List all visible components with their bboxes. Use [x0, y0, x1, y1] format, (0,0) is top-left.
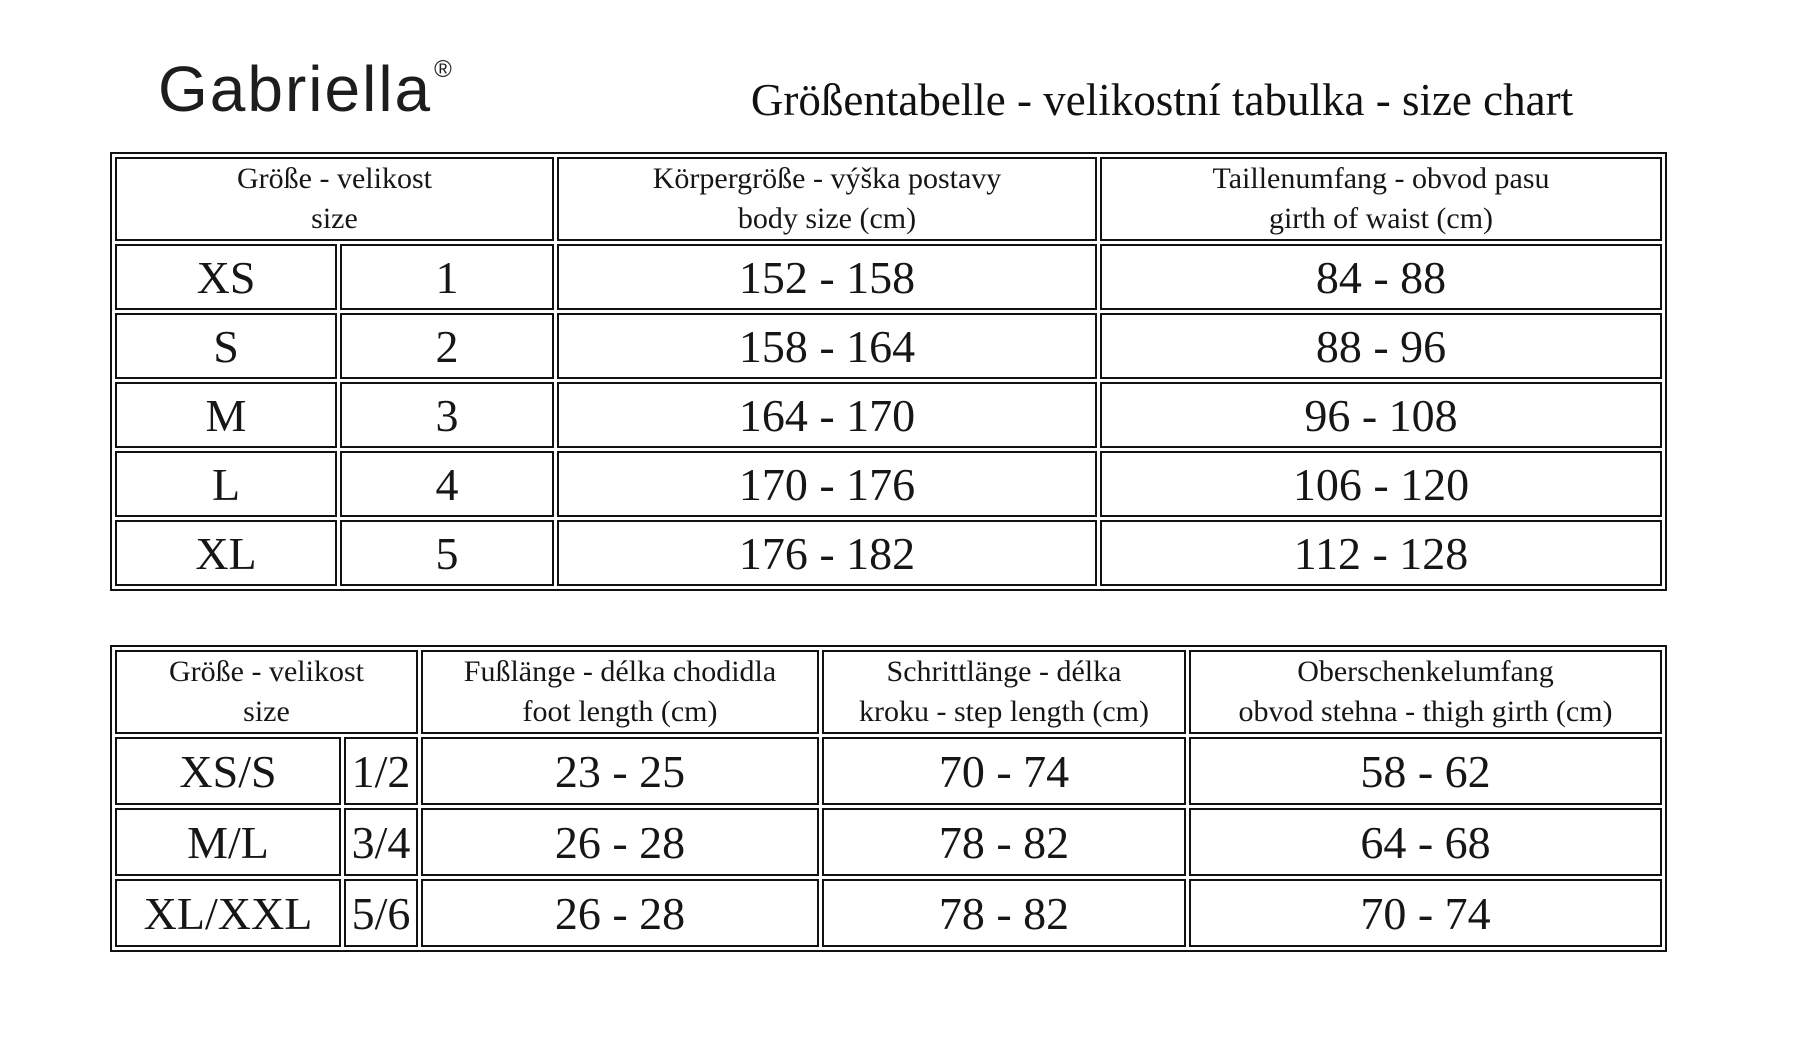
cell-size-label: XL/XXL: [115, 879, 341, 947]
cell-size-label: M: [115, 382, 337, 448]
brand-logo: Gabriella®: [158, 52, 452, 126]
table-row: XS/S 1/2 23 - 25 70 - 74 58 - 62: [115, 737, 1662, 805]
cell-step-length: 78 - 82: [822, 879, 1186, 947]
cell-size-number: 3/4: [344, 808, 418, 876]
table-header-row: Größe - velikost size Körpergröße - výšk…: [115, 157, 1662, 241]
page-title: Größentabelle - velikostní tabulka - siz…: [750, 75, 1574, 125]
cell-size-label: XL: [115, 520, 337, 586]
cell-size-label: XS: [115, 244, 337, 310]
brand-logo-text: Gabriella: [158, 53, 433, 125]
cell-foot-length: 26 - 28: [421, 808, 819, 876]
cell-foot-length: 23 - 25: [421, 737, 819, 805]
table-row: L 4 170 - 176 106 - 120: [115, 451, 1662, 517]
cell-body-size: 176 - 182: [557, 520, 1097, 586]
table-header-row: Größe - velikost size Fußlänge - délka c…: [115, 650, 1662, 734]
cell-step-length: 78 - 82: [822, 808, 1186, 876]
cell-body-size: 164 - 170: [557, 382, 1097, 448]
cell-size-number: 1: [340, 244, 554, 310]
table-row: XL 5 176 - 182 112 - 128: [115, 520, 1662, 586]
cell-thigh-girth: 58 - 62: [1189, 737, 1662, 805]
registered-trademark-icon: ®: [434, 56, 452, 83]
cell-step-length: 70 - 74: [822, 737, 1186, 805]
header-body-size: Körpergröße - výška postavy body size (c…: [557, 157, 1097, 241]
cell-size-number: 5/6: [344, 879, 418, 947]
table-row: M 3 164 - 170 96 - 108: [115, 382, 1662, 448]
header-waist-girth: Taillenumfang - obvod pasu girth of wais…: [1100, 157, 1662, 241]
cell-thigh-girth: 64 - 68: [1189, 808, 1662, 876]
table-row: S 2 158 - 164 88 - 96: [115, 313, 1662, 379]
body-size-table: Größe - velikost size Körpergröße - výšk…: [110, 152, 1667, 591]
cell-thigh-girth: 70 - 74: [1189, 879, 1662, 947]
cell-body-size: 158 - 164: [557, 313, 1097, 379]
table-row: XL/XXL 5/6 26 - 28 78 - 82 70 - 74: [115, 879, 1662, 947]
table-row: XS 1 152 - 158 84 - 88: [115, 244, 1662, 310]
cell-foot-length: 26 - 28: [421, 879, 819, 947]
cell-size-label: S: [115, 313, 337, 379]
table-row: M/L 3/4 26 - 28 78 - 82 64 - 68: [115, 808, 1662, 876]
header-thigh-girth: Oberschenkelumfang obvod stehna - thigh …: [1189, 650, 1662, 734]
header-foot-length: Fußlänge - délka chodidla foot length (c…: [421, 650, 819, 734]
header-size: Größe - velikost size: [115, 157, 554, 241]
cell-body-size: 170 - 176: [557, 451, 1097, 517]
cell-size-number: 1/2: [344, 737, 418, 805]
cell-waist-girth: 106 - 120: [1100, 451, 1662, 517]
header-size: Größe - velikost size: [115, 650, 418, 734]
legwear-size-table: Größe - velikost size Fußlänge - délka c…: [110, 645, 1667, 952]
cell-size-label: XS/S: [115, 737, 341, 805]
cell-waist-girth: 84 - 88: [1100, 244, 1662, 310]
header-step-length: Schrittlänge - délka kroku - step length…: [822, 650, 1186, 734]
cell-body-size: 152 - 158: [557, 244, 1097, 310]
cell-waist-girth: 88 - 96: [1100, 313, 1662, 379]
cell-size-label: L: [115, 451, 337, 517]
cell-size-number: 5: [340, 520, 554, 586]
cell-size-number: 4: [340, 451, 554, 517]
cell-size-number: 3: [340, 382, 554, 448]
cell-waist-girth: 112 - 128: [1100, 520, 1662, 586]
cell-size-label: M/L: [115, 808, 341, 876]
cell-size-number: 2: [340, 313, 554, 379]
cell-waist-girth: 96 - 108: [1100, 382, 1662, 448]
